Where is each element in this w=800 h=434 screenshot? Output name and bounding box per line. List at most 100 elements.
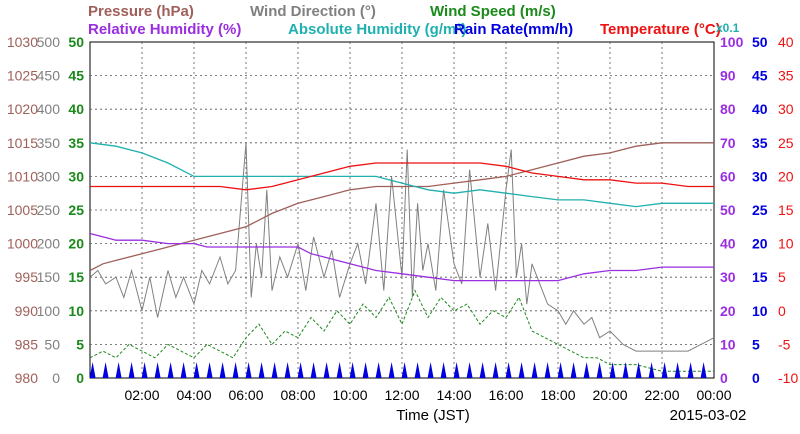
tick-wind_speed: 5 <box>76 336 84 352</box>
rain-marker <box>674 362 681 378</box>
rain-marker <box>427 362 434 378</box>
legend-pressure: Pressure (hPa) <box>88 3 194 20</box>
tick-wind_dir: 450 <box>37 68 61 84</box>
tick-wind_dir: 50 <box>44 336 60 352</box>
rain-marker <box>323 362 330 378</box>
rain-marker <box>609 362 616 378</box>
tick-wind_speed: 45 <box>68 68 84 84</box>
rain-marker <box>518 362 525 378</box>
rain-marker <box>531 362 538 378</box>
rain-marker <box>544 362 551 378</box>
tick-rain: 20 <box>752 236 768 252</box>
tick-temp: 5 <box>778 269 786 285</box>
tick-rel_hum: 10 <box>720 336 736 352</box>
rain-marker <box>492 362 499 378</box>
tick-pressure: 1030 <box>7 34 38 50</box>
rain-marker <box>583 362 590 378</box>
rain-marker <box>362 362 369 378</box>
tick-pressure: 990 <box>15 303 39 319</box>
tick-rain: 10 <box>752 303 768 319</box>
tick-rain: 15 <box>752 269 768 285</box>
rain-marker <box>284 362 291 378</box>
tick-wind_dir: 300 <box>37 168 61 184</box>
plot-area <box>89 142 715 378</box>
tick-pressure: 1010 <box>7 168 38 184</box>
tick-x: 10:00 <box>332 387 367 403</box>
tick-rel_hum: 80 <box>720 101 736 117</box>
tick-rel_hum: 70 <box>720 135 736 151</box>
tick-pressure: 1020 <box>7 101 38 117</box>
tick-rel_hum: 30 <box>720 269 736 285</box>
tick-pressure: 985 <box>15 336 39 352</box>
rain-marker <box>89 362 96 378</box>
tick-wind_speed: 20 <box>68 236 84 252</box>
rain-marker <box>440 362 447 378</box>
tick-rel_hum: 50 <box>720 202 736 218</box>
tick-temp: 30 <box>778 101 794 117</box>
tick-wind_dir: 250 <box>37 202 61 218</box>
tick-x: 20:00 <box>592 387 627 403</box>
tick-x: 04:00 <box>176 387 211 403</box>
tick-rain: 0 <box>752 370 760 386</box>
rain-marker <box>167 362 174 378</box>
legend-rain: Rain Rate(mm/h) <box>454 21 573 38</box>
legend-rel_hum: Relative Humidity (%) <box>88 21 241 38</box>
tick-wind_dir: 100 <box>37 303 61 319</box>
axes: 1030102510201015101010051000995990985980… <box>7 34 799 403</box>
tick-rel_hum: 0 <box>720 370 728 386</box>
rain-marker <box>700 362 707 378</box>
legend-wind_dir: Wind Direction (°) <box>250 3 376 20</box>
rain-marker <box>388 362 395 378</box>
series-temp <box>90 162 714 191</box>
rain-marker <box>310 362 317 378</box>
grid <box>89 41 715 379</box>
tick-x: 08:00 <box>280 387 315 403</box>
rain-marker <box>180 362 187 378</box>
rain-marker <box>466 362 473 378</box>
rain-marker <box>206 362 213 378</box>
rain-marker <box>687 362 694 378</box>
tick-rain: 40 <box>752 101 768 117</box>
tick-rel_hum: 40 <box>720 236 736 252</box>
rain-marker <box>219 362 226 378</box>
tick-x: 02:00 <box>124 387 159 403</box>
rain-marker <box>141 362 148 378</box>
tick-wind_dir: 400 <box>37 101 61 117</box>
tick-wind_dir: 150 <box>37 269 61 285</box>
tick-wind_speed: 30 <box>68 168 84 184</box>
tick-wind_speed: 15 <box>68 269 84 285</box>
rain-marker <box>115 362 122 378</box>
rain-marker <box>622 362 629 378</box>
tick-x: 18:00 <box>540 387 575 403</box>
legend-temp: Temperature (°C) <box>600 21 721 38</box>
rain-marker <box>336 362 343 378</box>
rain-marker <box>102 362 109 378</box>
tick-wind_dir: 200 <box>37 236 61 252</box>
tick-temp: 10 <box>778 236 794 252</box>
tick-pressure: 1015 <box>7 135 38 151</box>
tick-wind_dir: 350 <box>37 135 61 151</box>
tick-x: 12:00 <box>384 387 419 403</box>
legend-abs_hum: Absolute Humidity (g/m³) <box>288 21 466 38</box>
tick-x: 16:00 <box>488 387 523 403</box>
tick-rain: 25 <box>752 202 768 218</box>
rain-marker <box>245 362 252 378</box>
rain-marker <box>505 362 512 378</box>
tick-x: 22:00 <box>644 387 679 403</box>
tick-temp: 40 <box>778 34 794 50</box>
tick-temp: 25 <box>778 135 794 151</box>
tick-rain: 35 <box>752 135 768 151</box>
tick-x: 14:00 <box>436 387 471 403</box>
rain-marker <box>375 362 382 378</box>
date-label: 2015-03-02 <box>670 407 747 424</box>
tick-temp: 35 <box>778 68 794 84</box>
tick-rain: 45 <box>752 68 768 84</box>
series-wind_dir <box>89 142 715 352</box>
series-pressure <box>89 142 714 272</box>
rain-marker <box>414 362 421 378</box>
tick-temp: -5 <box>778 336 791 352</box>
rain-marker <box>596 362 603 378</box>
rain-marker <box>193 362 200 378</box>
